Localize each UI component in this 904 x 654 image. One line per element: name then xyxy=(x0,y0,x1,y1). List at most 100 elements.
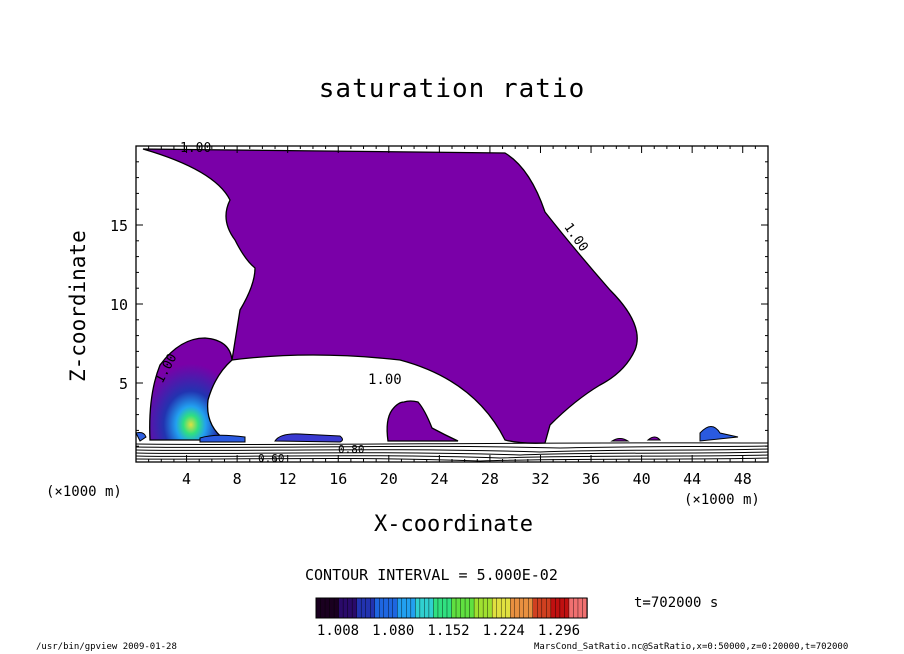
x-tick-label: 32 xyxy=(531,470,549,488)
colorbar-cell xyxy=(573,597,579,619)
colorbar-cell xyxy=(446,597,453,619)
colorbar-cell xyxy=(424,597,430,619)
colorbar-tick-label: 1.152 xyxy=(427,623,469,639)
x-tick-label: 16 xyxy=(329,470,347,488)
colorbar-cell xyxy=(374,597,380,619)
colorbar-cell xyxy=(383,597,389,619)
colorbar-cell xyxy=(365,597,371,619)
colorbar-cell xyxy=(351,597,358,619)
contour-interval: CONTOUR INTERVAL = 5.000E-02 xyxy=(305,566,558,584)
colorbar-cell xyxy=(514,597,520,619)
x-tick-label: 12 xyxy=(279,470,297,488)
colorbar-cell xyxy=(532,597,539,619)
colorbar-cell xyxy=(347,597,353,619)
colorbar-cell xyxy=(388,597,394,619)
supersaturation-region-main xyxy=(142,148,638,444)
surface-patch-5 xyxy=(646,436,662,441)
surface-patch-2 xyxy=(199,434,246,443)
colorbar-cell xyxy=(505,597,511,619)
y-tick-label: 15 xyxy=(110,217,128,235)
colorbar-cell xyxy=(523,597,529,619)
x-tick-label: 44 xyxy=(683,470,701,488)
x-tick-label: 48 xyxy=(734,470,752,488)
footer-file: MarsCond_SatRatio.nc@SatRatio,x=0:50000,… xyxy=(534,642,849,652)
colorbar-cell xyxy=(568,597,575,619)
contour-label-top: 1.00 xyxy=(180,141,211,156)
colorbar-cell xyxy=(324,597,331,619)
colorbar-tick-label: 1.224 xyxy=(483,623,525,639)
colorbar-cell xyxy=(555,597,561,619)
colorbar-tick-label: 1.008 xyxy=(317,623,359,639)
colorbar: 1.008 1.080 1.152 1.224 1.296 xyxy=(315,597,588,639)
colorbar-cell xyxy=(519,597,525,619)
colorbar-cell xyxy=(460,597,466,619)
colorbar-cell xyxy=(356,597,362,619)
x-unit-left: (×1000 m) xyxy=(46,484,122,500)
time-stamp: t=702000 s xyxy=(634,595,719,611)
colorbar-cell xyxy=(401,597,408,619)
x-tick-label: 36 xyxy=(582,470,600,488)
surface-patch-4 xyxy=(699,426,739,442)
colorbar-cell xyxy=(482,597,489,619)
colorbar-cell xyxy=(342,597,349,619)
colorbar-cell xyxy=(338,597,344,619)
colorbar-cell xyxy=(496,597,502,619)
x-tick-label: 28 xyxy=(481,470,499,488)
x-tick-label: 24 xyxy=(430,470,448,488)
colorbar-tick-label: 1.080 xyxy=(372,623,414,639)
footer-program: /usr/bin/gpview 2009-01-28 xyxy=(36,642,177,652)
colorbar-cell xyxy=(564,597,570,619)
x-tick-label: 40 xyxy=(633,470,651,488)
colorbar-cell xyxy=(491,597,498,619)
colorbar-cell xyxy=(437,597,444,619)
colorbar-cell xyxy=(550,597,557,619)
surface-patch-6 xyxy=(610,438,630,442)
colorbar-cell xyxy=(320,597,326,619)
colorbar-cell xyxy=(469,597,475,619)
colorbar-cell xyxy=(329,597,335,619)
colorbar-cell xyxy=(415,597,421,619)
colorbar-cell xyxy=(406,597,412,619)
colorbar-cell xyxy=(510,597,516,619)
contour-label-low-2: 0.60 xyxy=(258,452,285,465)
colorbar-cell xyxy=(487,597,493,619)
x-unit-right: (×1000 m) xyxy=(684,492,760,508)
supersaturation-region-center xyxy=(386,400,459,442)
colorbar-cell xyxy=(546,597,552,619)
colorbar-cell xyxy=(541,597,548,619)
colorbar-cell xyxy=(397,597,403,619)
colorbar-cell xyxy=(455,597,462,619)
colorbar-cell xyxy=(559,597,566,619)
x-tick-label: 4 xyxy=(182,470,191,488)
chart-title: saturation ratio xyxy=(318,74,586,104)
colorbar-cell xyxy=(428,597,435,619)
colorbar-cell xyxy=(315,597,322,619)
surface-contours xyxy=(135,442,769,462)
colorbar-cell xyxy=(577,597,584,619)
colorbar-cell xyxy=(419,597,426,619)
supersaturation-region-left xyxy=(149,337,233,441)
x-axis-label: X-coordinate xyxy=(374,512,533,537)
colorbar-cell xyxy=(537,597,543,619)
colorbar-cell xyxy=(500,597,507,619)
colorbar-cell xyxy=(451,597,457,619)
y-axis-label: Z-coordinate xyxy=(66,230,90,382)
surface-patch-3 xyxy=(135,432,147,442)
colorbar-cell xyxy=(473,597,480,619)
x-tick-label: 8 xyxy=(233,470,242,488)
colorbar-cell xyxy=(370,597,376,619)
colorbar-cell xyxy=(410,597,417,619)
contour-label-middle: 1.00 xyxy=(368,372,402,388)
contour-label-low-1: 0.80 xyxy=(338,443,365,456)
colorbar-cell xyxy=(433,597,439,619)
colorbar-cell xyxy=(528,597,534,619)
y-tick-label: 10 xyxy=(110,296,128,314)
colorbar-cell xyxy=(442,597,448,619)
colorbar-cell xyxy=(478,597,484,619)
y-tick-label: 5 xyxy=(119,375,128,393)
colorbar-cell xyxy=(333,597,340,619)
colorbar-cell xyxy=(360,597,367,619)
surface-patch-1 xyxy=(274,433,343,443)
